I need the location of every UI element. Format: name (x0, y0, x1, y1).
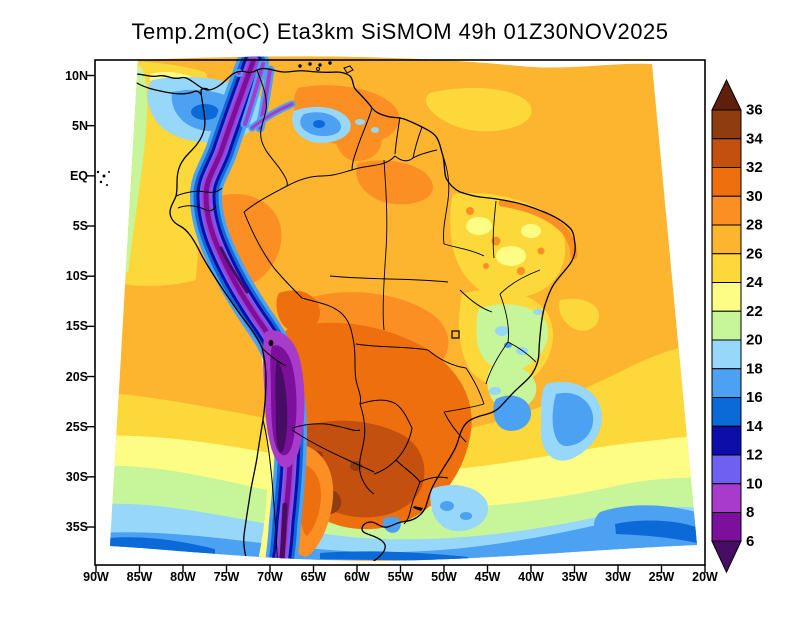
lon-label: 85W (126, 570, 153, 584)
colorbar-band (711, 397, 742, 427)
colorbar: 36 34 32 30 28 26 24 22 20 18 16 14 12 10 8 6 (711, 78, 763, 574)
lat-label: 35S (65, 520, 88, 535)
colorbar-band (711, 339, 742, 370)
state-borders (329, 155, 541, 443)
lon-label: 70W (257, 570, 283, 584)
colorbar-band (711, 109, 742, 140)
colorbar-band (711, 454, 742, 485)
colorbar-tick-label: 16 (746, 389, 763, 406)
colorbar-tick-label: 8 (746, 504, 754, 521)
lon-label: 75W (213, 570, 240, 584)
colorbar-band (711, 195, 742, 226)
lon-label: 25W (648, 570, 675, 584)
lon-label: 90W (83, 570, 109, 584)
colorbar-overflow-bottom (711, 540, 742, 574)
colorbar-band (711, 138, 742, 168)
colorbar-tick-label: 18 (746, 360, 763, 377)
colorbar-band (711, 282, 742, 312)
lat-label: 30S (65, 469, 88, 484)
colorbar-band (711, 512, 742, 542)
lon-label: 65W (300, 570, 327, 584)
colorbar-band (711, 224, 742, 255)
colorbar-tick-label: 34 (746, 130, 763, 147)
colorbar-tick-label: 12 (746, 447, 763, 464)
colorbar-band (711, 253, 742, 283)
lon-label: 60W (344, 570, 370, 584)
galapagos-islands (96, 170, 110, 186)
colorbar-tick-label: 26 (746, 245, 763, 262)
temperature-field (110, 56, 697, 561)
colorbar-overflow-top (711, 78, 742, 111)
lat-label: EQ (69, 168, 88, 183)
colorbar-band (711, 167, 742, 197)
colorbar-band (711, 310, 742, 341)
lat-label: 5S (72, 219, 88, 233)
colorbar-tick-label: 24 (746, 274, 763, 291)
coastlines (129, 67, 576, 561)
colorbar-tick-label: 6 (746, 533, 754, 550)
colorbar-band (711, 483, 742, 513)
lon-label: 45W (474, 570, 501, 584)
colorbar-tick-label: 10 (746, 475, 763, 492)
colorbar-tick-label: 28 (746, 217, 763, 234)
lat-label: 25S (65, 419, 88, 434)
lon-label: 35W (561, 570, 588, 584)
lon-label: 20W (692, 570, 718, 584)
lon-label: 80W (170, 570, 196, 584)
lat-label: 15S (65, 319, 88, 334)
colorbar-band (711, 425, 742, 456)
lake-markers (268, 330, 460, 511)
lat-label: 10N (65, 68, 88, 83)
lon-label: 40W (518, 570, 544, 584)
colorbar-tick-label: 20 (746, 332, 763, 349)
lon-label: 55W (387, 570, 414, 584)
colorbar-band (711, 368, 742, 398)
lon-label: 50W (431, 570, 457, 584)
colorbar-tick-label: 36 (746, 102, 763, 119)
chart-title: Temp.2m(oC) Eta3km SiSMOM 49h 01Z30NOV20… (131, 19, 669, 44)
colorbar-tick-label: 30 (746, 188, 763, 205)
lat-label: 10S (65, 269, 88, 284)
andes-cold-band (190, 56, 307, 561)
axis-ticks (87, 74, 706, 573)
lon-label: 30W (605, 570, 631, 584)
colorbar-tick-label: 32 (746, 159, 763, 176)
country-borders (175, 69, 449, 561)
colorbar-tick-label: 22 (746, 303, 763, 320)
lat-label: 20S (65, 369, 88, 384)
islands (298, 61, 354, 74)
lat-label: 5N (72, 118, 88, 133)
colorbar-tick-label: 14 (746, 418, 763, 435)
